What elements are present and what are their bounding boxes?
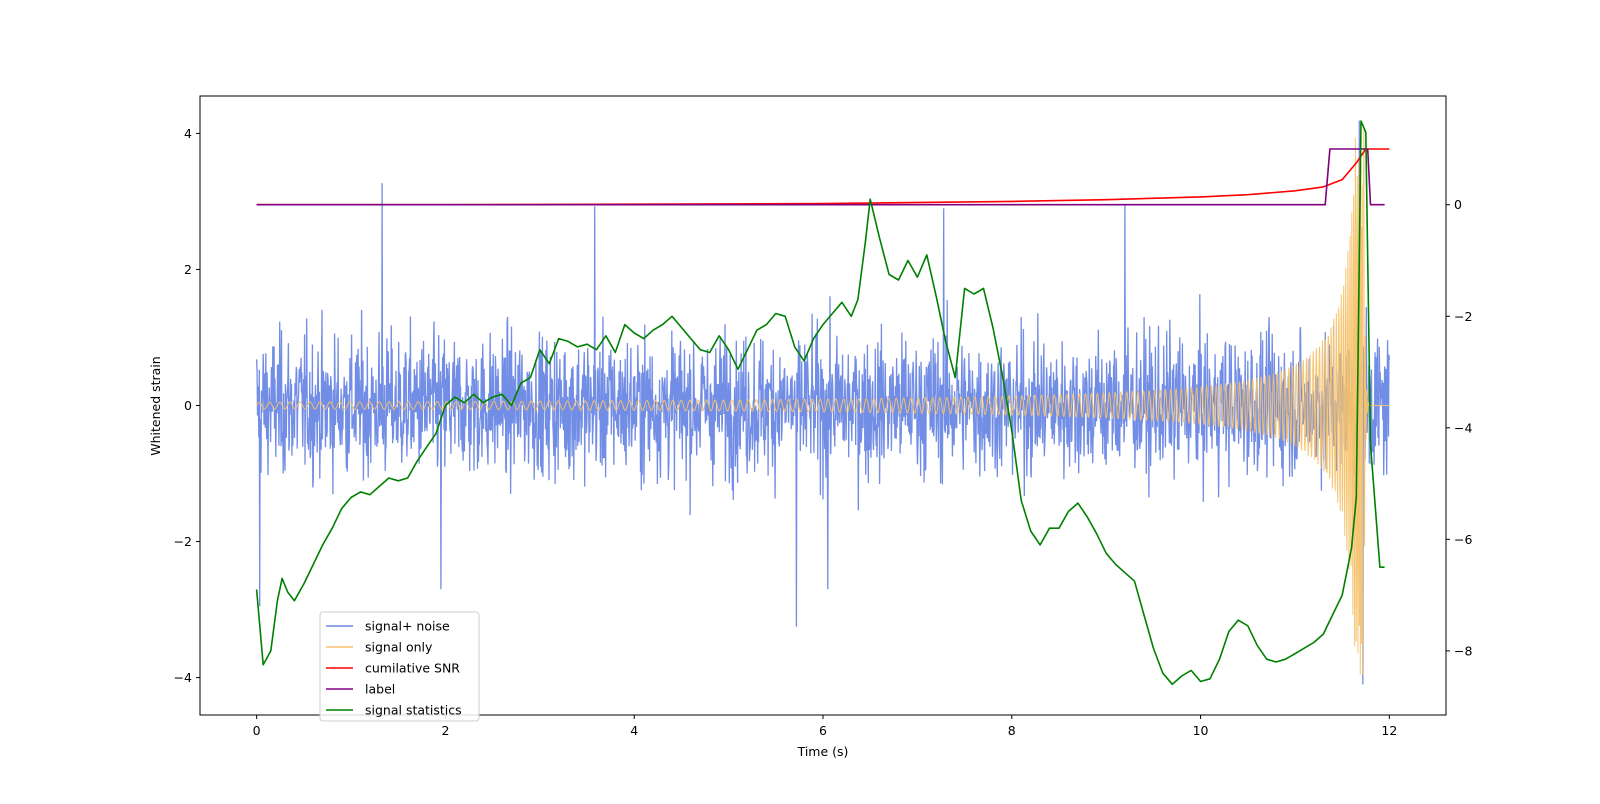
y-tick-label: −2 bbox=[174, 534, 192, 549]
y-right-tick-label: −2 bbox=[1454, 309, 1472, 324]
y-tick-label: 0 bbox=[184, 398, 192, 413]
y-right-tick-label: −6 bbox=[1454, 532, 1472, 547]
y-right-tick-label: 0 bbox=[1454, 197, 1462, 212]
series-lines bbox=[255, 120, 1390, 686]
x-tick-label: 0 bbox=[253, 723, 261, 738]
legend-label: label bbox=[365, 682, 395, 697]
y-axis-right: 0 −2 −4 −6 −8 bbox=[1446, 197, 1472, 658]
legend-label: signal only bbox=[365, 640, 433, 655]
x-tick-label: 8 bbox=[1008, 723, 1016, 738]
legend-box bbox=[319, 611, 480, 722]
y-axis-label: Whitened strain bbox=[148, 356, 163, 455]
x-tick-label: 12 bbox=[1381, 723, 1397, 738]
series-line-signal-statistics bbox=[255, 120, 1385, 686]
x-tick-label: 6 bbox=[819, 723, 827, 738]
legend: signal+ noise signal only cumilative SNR la… bbox=[319, 611, 480, 722]
y-right-tick-label: −8 bbox=[1454, 643, 1472, 658]
series-signal-only bbox=[256, 126, 1390, 675]
x-axis-label: Time (s) bbox=[797, 744, 849, 759]
legend-label: signal+ noise bbox=[365, 619, 450, 634]
y-right-tick-label: −4 bbox=[1454, 420, 1472, 435]
x-tick-label: 2 bbox=[441, 723, 449, 738]
y-axis-left: 4 2 0 −2 −4 bbox=[174, 126, 200, 685]
series-line-label bbox=[256, 148, 1385, 206]
y-tick-label: 4 bbox=[184, 126, 192, 141]
y-tick-label: 2 bbox=[184, 262, 192, 277]
x-tick-label: 10 bbox=[1193, 723, 1209, 738]
legend-label: cumilative SNR bbox=[365, 661, 460, 676]
x-tick-label: 4 bbox=[630, 723, 638, 738]
chirp-line bbox=[256, 126, 1390, 675]
legend-label: signal statistics bbox=[365, 703, 462, 718]
y-tick-label: −4 bbox=[174, 670, 192, 685]
